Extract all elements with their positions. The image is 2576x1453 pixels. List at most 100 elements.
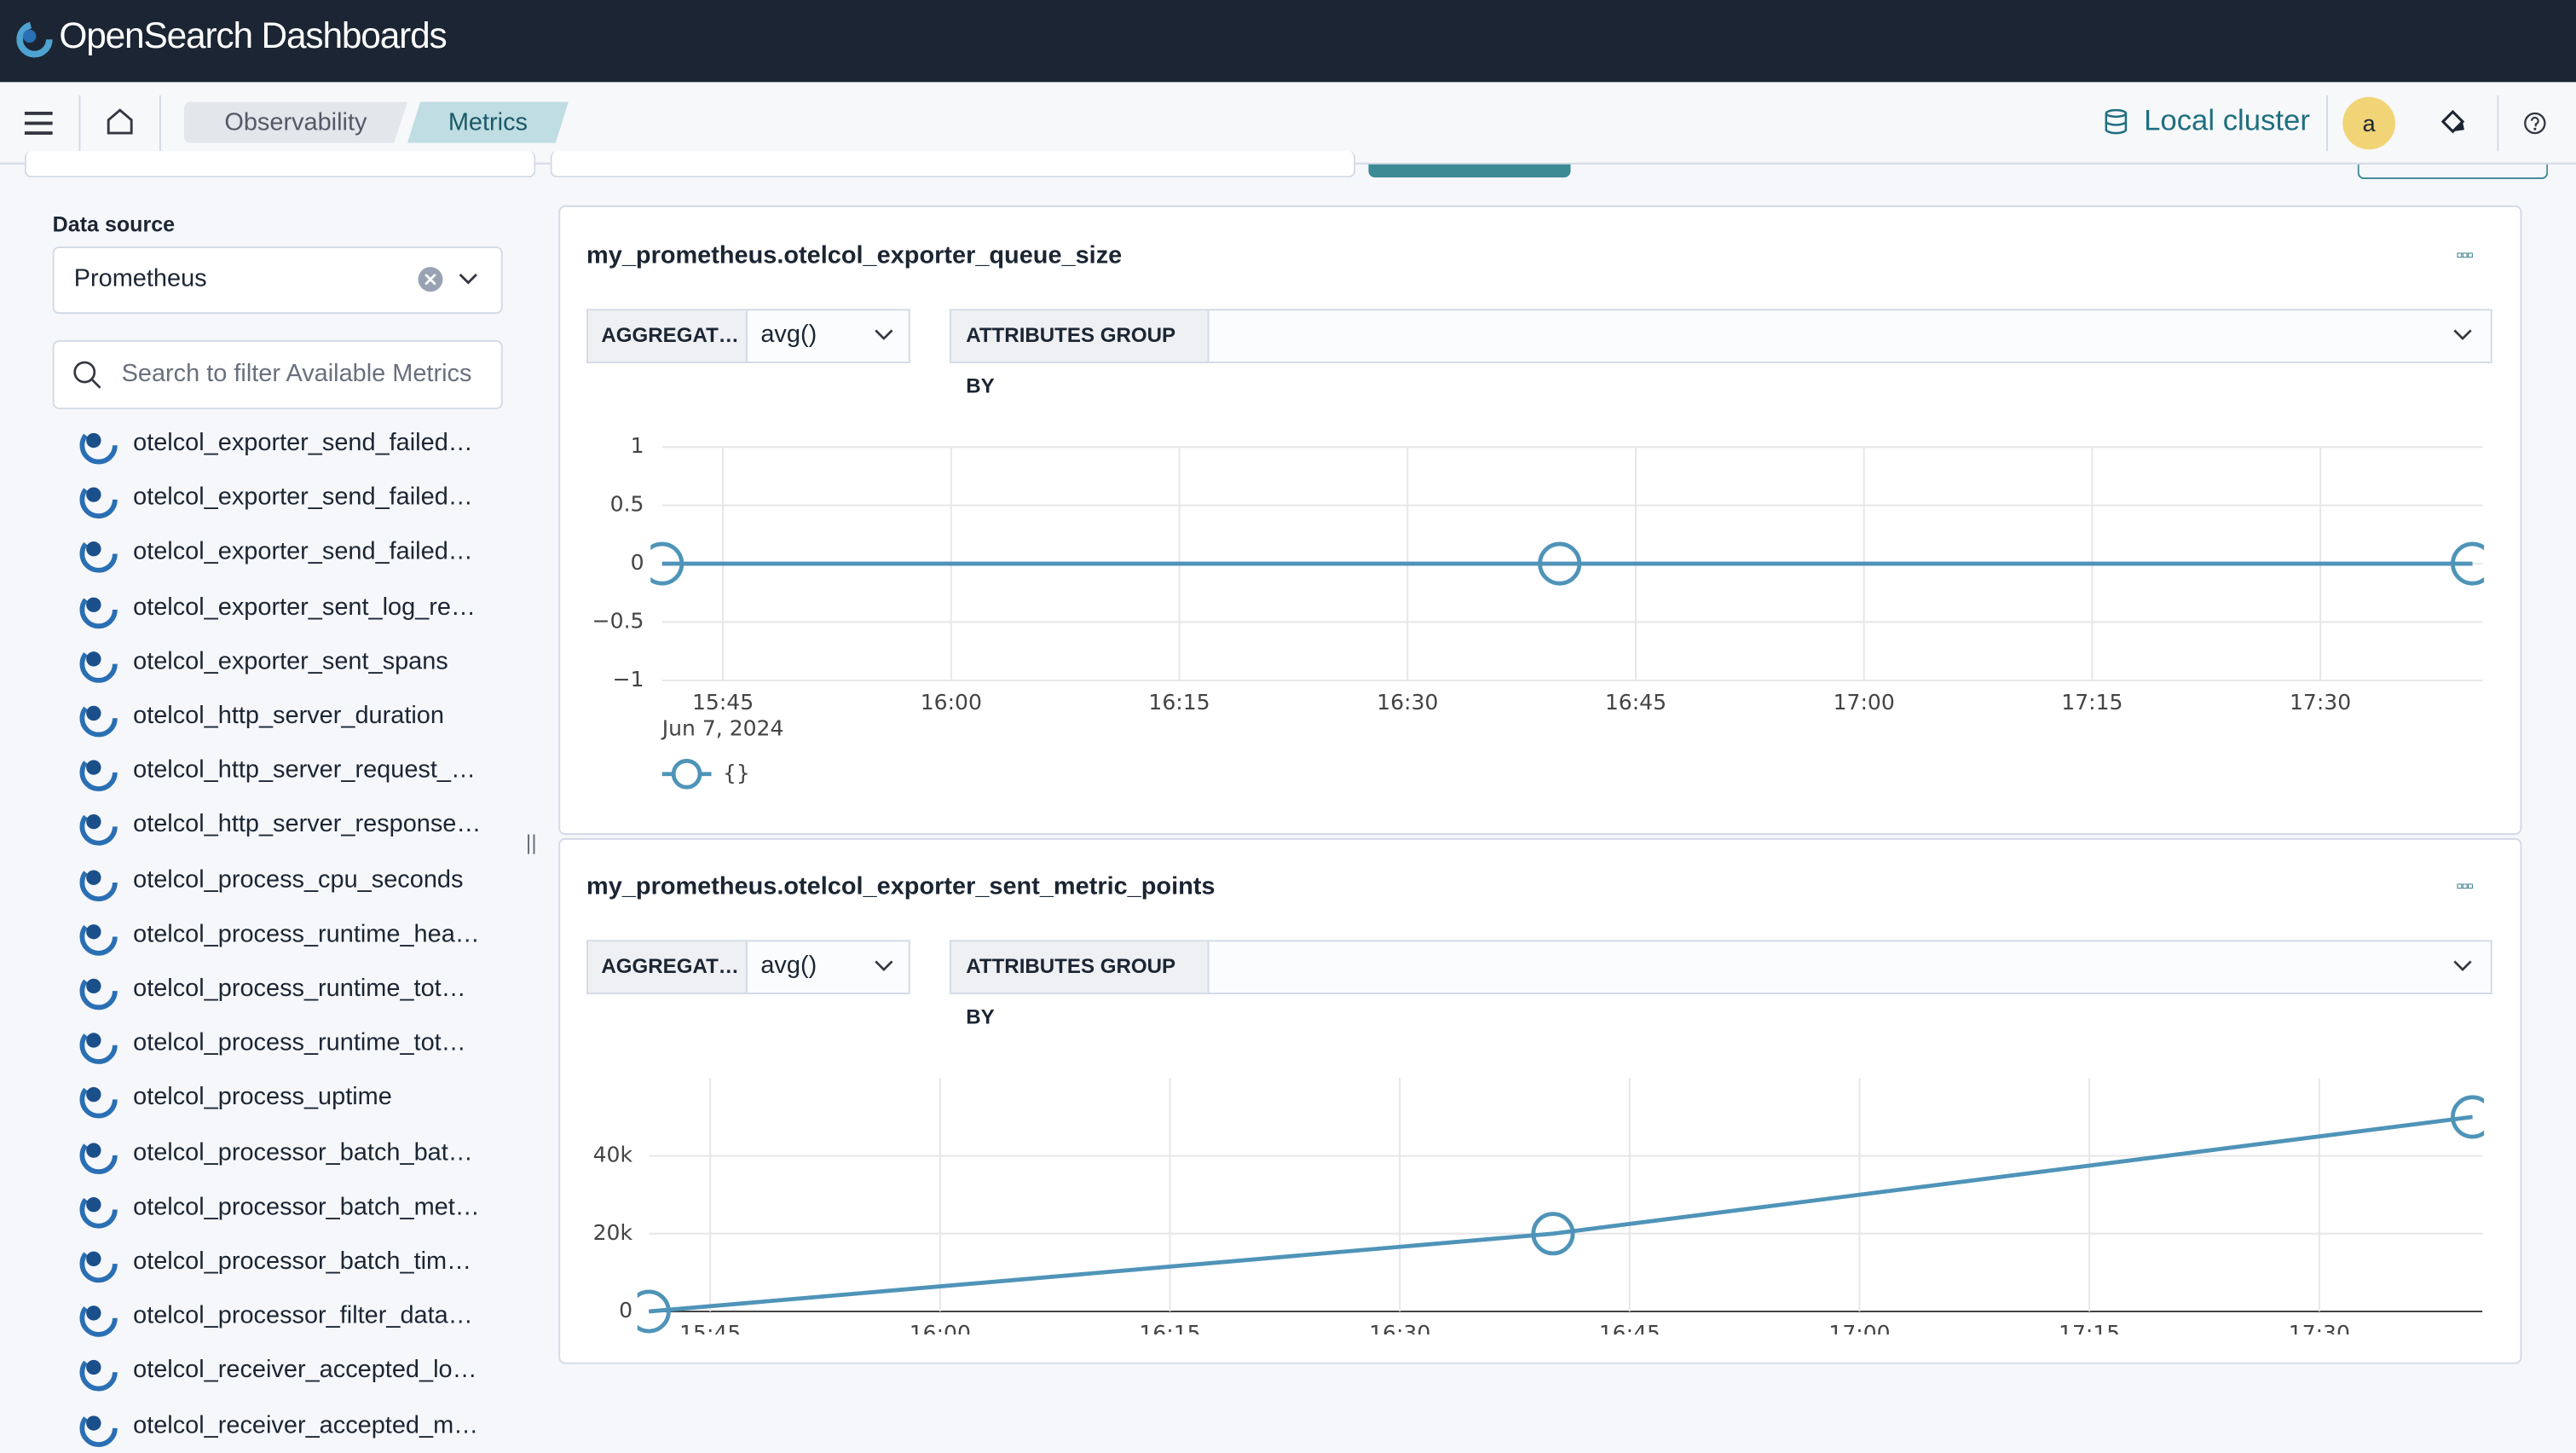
divider [2497,95,2499,152]
metric-icon [79,590,118,628]
search-box[interactable] [52,339,503,409]
aggregation-value: avg() [760,951,817,980]
metric-icon [79,808,118,847]
y-tick-label: 40k [593,1143,633,1167]
cluster-name[interactable]: Local cluster [2144,103,2310,136]
select-value: Prometheus [73,264,207,293]
x-tick-label: 16:45 [1599,1321,1661,1346]
help-button[interactable] [2523,112,2546,135]
x-tick-label: 16:15 [1148,690,1210,715]
metric-icon [79,754,118,792]
x-tick-label: 17:30 [2290,690,2351,715]
y-tick-label: 0.5 [610,492,644,517]
panel-title: my_prometheus.otelcol_exporter_sent_metr… [586,872,1216,901]
toolbar-control[interactable] [24,151,536,178]
x-tick-label: 17:00 [1828,1321,1890,1346]
toolbar-button[interactable] [2357,164,2549,180]
metric-icon [79,481,118,519]
legend-label: {} [723,761,750,785]
metric-item[interactable]: otelcol_process_runtime_tot… [133,1028,466,1057]
metric-item[interactable]: otelcol_process_runtime_tot… [133,974,466,1003]
data-point [637,1289,671,1334]
app-title[interactable]: OpenSearch Dashboards [59,14,447,56]
metric-item[interactable]: otelcol_http_server_request_… [133,755,476,784]
divider [159,95,161,152]
select-controls[interactable] [418,264,487,294]
x-tick-label: 15:45 [679,1321,741,1346]
metric-icon [79,1244,118,1283]
plot [650,541,2485,586]
metric-item[interactable]: otelcol_exporter_send_failed… [133,483,473,512]
home-button[interactable] [103,107,136,136]
series-line [649,1114,2473,1314]
y-tick-label: 0 [631,550,644,575]
breadcrumb[interactable]: Metrics [407,101,569,143]
metric-item[interactable]: otelcol_exporter_sent_spans [133,646,448,675]
metric-item[interactable]: otelcol_processor_batch_bat… [133,1138,473,1166]
metric-icon [79,863,118,901]
metric-icon [79,1026,118,1065]
metric-item[interactable]: otelcol_process_runtime_hea… [133,919,480,948]
x-tick-label: 16:00 [910,1321,971,1346]
breadcrumb[interactable]: Observability [183,101,407,143]
metric-item[interactable]: otelcol_processor_filter_data… [133,1301,473,1330]
divider [2326,95,2328,152]
plot [637,1095,2485,1334]
metric-item[interactable]: otelcol_exporter_send_failed… [133,429,473,457]
data-point [2451,1095,2485,1139]
aggregation-value: avg() [760,320,817,349]
metric-icon [79,1408,118,1447]
panel-menu[interactable]: ▫▫▫ [2456,874,2474,898]
x-tick-label: 17:15 [2059,1321,2120,1346]
metric-item[interactable]: otelcol_exporter_sent_log_re… [133,592,476,621]
x-tick-label: 16:15 [1139,1321,1200,1346]
metric-item[interactable]: otelcol_receiver_accepted_lo… [133,1356,477,1385]
theme-button[interactable] [2438,107,2471,140]
metric-icon [79,1190,118,1229]
group-by-label: ATTRIBUTES GROUP BY [950,310,1210,397]
toolbar-control[interactable] [550,151,1356,178]
data-point [1531,1212,1575,1256]
metric-item[interactable]: otelcol_receiver_accepted_m… [133,1410,479,1439]
metric-icon [79,426,118,465]
metric-item[interactable]: otelcol_process_uptime [133,1083,392,1112]
chart: −1 −0.5 0 0.5 1 15:45 16:00 16:15 16:30 16:45 17:0… [592,433,2485,790]
panel-menu[interactable]: ▫▫▫ [2456,243,2474,267]
aggregation-label: AGGREGAT… [587,310,748,362]
metric-item[interactable]: otelcol_exporter_send_failed… [133,537,473,566]
field-label: Data source [52,211,176,237]
resize-handle[interactable]: || [525,830,537,855]
metric-icon [79,1135,118,1174]
x-tick-label: 16:45 [1605,690,1666,715]
y-tick-label: −0.5 [592,608,644,633]
metric-panel [558,837,2522,1364]
metric-icon [79,971,118,1010]
x-tick-label: 15:45 [692,690,754,715]
metric-icon [79,1080,118,1120]
menu-button[interactable] [23,108,56,138]
chevron [875,329,893,340]
search-icon [73,361,101,389]
avatar[interactable]: a [2342,96,2396,150]
toolbar-button[interactable] [1368,164,1571,178]
chevron [2453,329,2472,340]
metric-item[interactable]: otelcol_http_server_duration [133,701,444,730]
y-tick-label: 20k [593,1220,633,1245]
metric-item[interactable]: otelcol_process_cpu_seconds [133,865,464,894]
y-tick-label: 0 [619,1298,632,1323]
y-tick-label: −1 [613,667,644,692]
chevron [875,960,893,972]
group-by-label: ATTRIBUTES GROUP BY [950,941,1210,1028]
metric-icon [79,645,118,683]
legend-marker [671,758,702,790]
metric-item[interactable]: otelcol_processor_batch_tim… [133,1247,472,1276]
aggregation-label: AGGREGAT… [587,941,748,993]
x-tick-label: 16:30 [1377,690,1438,715]
metric-item[interactable]: otelcol_processor_batch_met… [133,1192,480,1221]
data-point [650,541,684,586]
divider [78,95,81,152]
metric-item[interactable]: otelcol_http_server_response… [133,810,482,839]
